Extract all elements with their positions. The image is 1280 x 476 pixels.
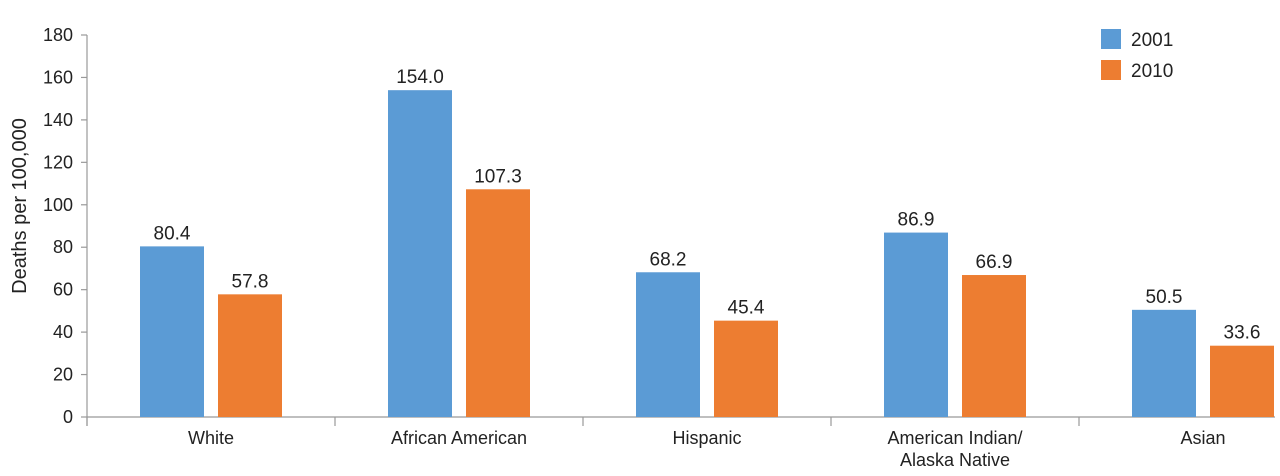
data-label: 66.9 <box>976 252 1013 273</box>
bar-2010 <box>218 294 282 417</box>
y-tick-label: 0 <box>63 407 73 427</box>
x-category-label: American Indian/Alaska Native <box>887 428 1022 470</box>
data-labels: 80.4 57.8 154.0 107.3 68.2 45.4 86.9 66.9 50.5 33… <box>154 67 1261 344</box>
data-label: 107.3 <box>474 166 522 187</box>
data-label: 86.9 <box>898 210 935 231</box>
bar-2001 <box>884 232 948 417</box>
legend-label-2010: 2010 <box>1131 61 1173 82</box>
y-tick-label: 40 <box>53 322 73 342</box>
y-tick-label: 20 <box>53 365 73 385</box>
data-label: 154.0 <box>396 67 444 88</box>
y-tick-label: 140 <box>43 110 73 130</box>
x-category-label: White <box>188 428 234 448</box>
bar-2001 <box>636 272 700 417</box>
y-tick-label: 160 <box>43 67 73 87</box>
y-tick-label: 60 <box>53 280 73 300</box>
bar-2010 <box>466 189 530 417</box>
legend-swatch-2001 <box>1101 29 1121 49</box>
data-label: 57.8 <box>232 271 269 292</box>
data-label: 68.2 <box>650 249 687 270</box>
bar-2001 <box>388 90 452 417</box>
legend-swatch-2010 <box>1101 60 1121 80</box>
legend-label-2001: 2001 <box>1131 30 1173 51</box>
y-tick-label: 120 <box>43 152 73 172</box>
y-tick-label: 180 <box>43 25 73 45</box>
x-category-label: Asian <box>1180 428 1225 448</box>
data-label: 50.5 <box>1146 287 1183 308</box>
axes: 0 20 40 60 80 100 120 140 160 180 White African Ame… <box>9 25 1275 470</box>
data-label: 80.4 <box>154 223 191 244</box>
data-label: 33.6 <box>1224 323 1261 344</box>
legend: 2001 2010 <box>1101 29 1173 82</box>
x-category-label: Hispanic <box>672 428 741 448</box>
y-tick-label: 80 <box>53 237 73 257</box>
x-category-label: African American <box>391 428 527 448</box>
bar-2001 <box>1132 309 1196 417</box>
y-tick-label: 100 <box>43 195 73 215</box>
bar-2010 <box>1210 345 1274 417</box>
bar-2010 <box>962 275 1026 417</box>
data-label: 45.4 <box>728 298 765 319</box>
bars <box>140 90 1274 417</box>
y-axis-title: Deaths per 100,000 <box>9 118 31 294</box>
bar-2001 <box>140 246 204 417</box>
bar-2010 <box>714 320 778 417</box>
